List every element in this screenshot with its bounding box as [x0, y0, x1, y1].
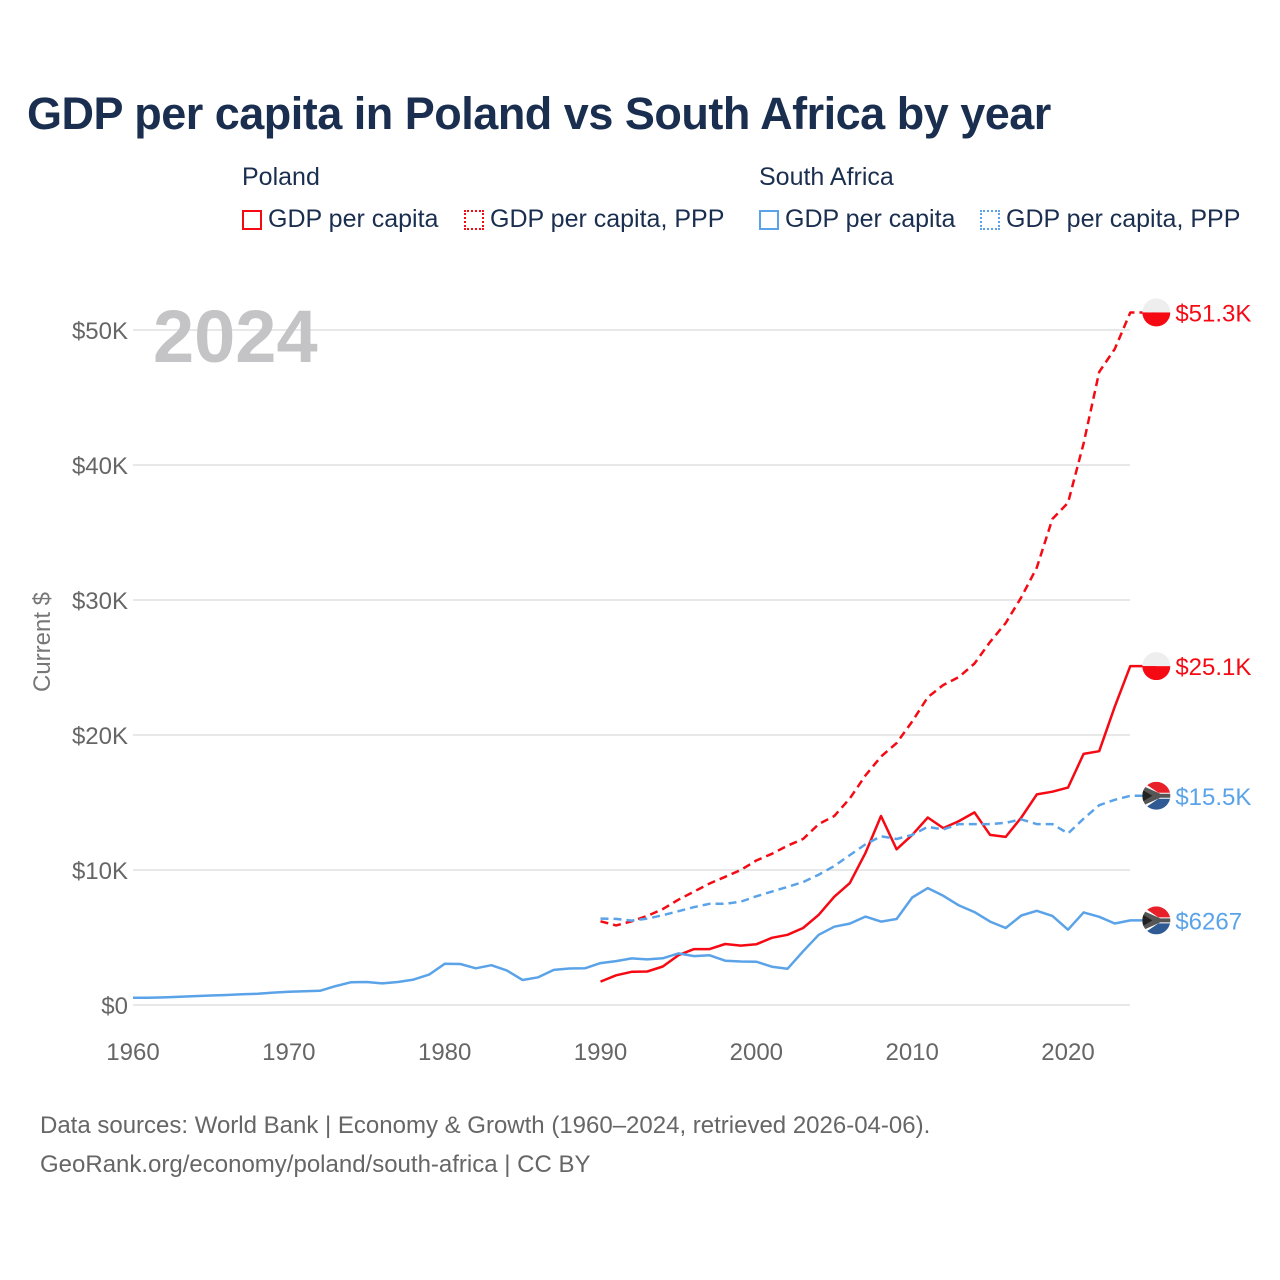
- legend-sa-gdp-ppp[interactable]: GDP per capita, PPP: [980, 205, 1240, 234]
- south-africa-flag-icon: [1142, 906, 1171, 935]
- y-axis-label: Current $: [29, 592, 56, 692]
- series-line-poland-gdp-per-capita-ppp: [600, 311, 1157, 927]
- x-tick-label: 2020: [1041, 1039, 1094, 1066]
- footer-link[interactable]: GeoRank.org/economy/poland/south-africa …: [40, 1151, 591, 1178]
- poland-flag-icon: [1142, 298, 1171, 327]
- legend-label: GDP per capita: [785, 205, 956, 233]
- footer: Data sources: World Bank | Economy & Gro…: [40, 1106, 930, 1184]
- dotted-swatch-icon: [980, 209, 1000, 230]
- legend-label: GDP per capita, PPP: [1006, 205, 1241, 233]
- legend-group-south-africa: South Africa: [759, 163, 894, 191]
- legend-poland-gdp-ppp[interactable]: GDP per capita, PPP: [464, 205, 724, 234]
- solid-swatch-icon: [759, 209, 779, 230]
- x-tick-label: 1990: [574, 1039, 627, 1066]
- x-tick-label: 1960: [106, 1039, 159, 1066]
- dotted-swatch-icon: [464, 209, 484, 230]
- y-tick-label: $30K: [72, 588, 128, 615]
- legend-sa-gdp[interactable]: GDP per capita: [759, 205, 955, 234]
- y-tick-label: $20K: [72, 723, 128, 750]
- poland-flag-icon: [1142, 652, 1171, 681]
- y-tick-label: $50K: [72, 318, 128, 345]
- series-line-south-africa-gdp-per-capita: [132, 886, 1157, 1000]
- series-line-south-africa-gdp-per-capita-ppp: [600, 794, 1157, 922]
- footer-sources: Data sources: World Bank | Economy & Gro…: [40, 1112, 931, 1139]
- y-tick-label: $0: [101, 993, 128, 1020]
- legend-label: GDP per capita: [268, 205, 439, 233]
- solid-swatch-icon: [242, 209, 262, 230]
- legend-label: GDP per capita, PPP: [490, 205, 725, 233]
- legend-poland-gdp[interactable]: GDP per capita: [242, 205, 438, 234]
- x-tick-label: 1980: [418, 1039, 471, 1066]
- x-tick-label: 2000: [730, 1039, 783, 1066]
- chart-title: GDP per capita in Poland vs South Africa…: [27, 88, 1051, 139]
- legend-group-poland: Poland: [242, 163, 320, 191]
- y-tick-label: $10K: [72, 858, 128, 885]
- end-value-label: $6267: [1175, 908, 1242, 935]
- x-tick-label: 1970: [262, 1039, 315, 1066]
- end-value-label: $51.3K: [1175, 300, 1251, 327]
- end-value-label: $25.1K: [1175, 654, 1251, 681]
- year-watermark: 2024: [153, 295, 318, 378]
- y-tick-label: $40K: [72, 453, 128, 480]
- south-africa-flag-icon: [1142, 781, 1171, 810]
- end-value-label: $15.5K: [1175, 784, 1251, 811]
- series-line-poland-gdp-per-capita: [600, 664, 1157, 983]
- x-tick-label: 2010: [885, 1039, 938, 1066]
